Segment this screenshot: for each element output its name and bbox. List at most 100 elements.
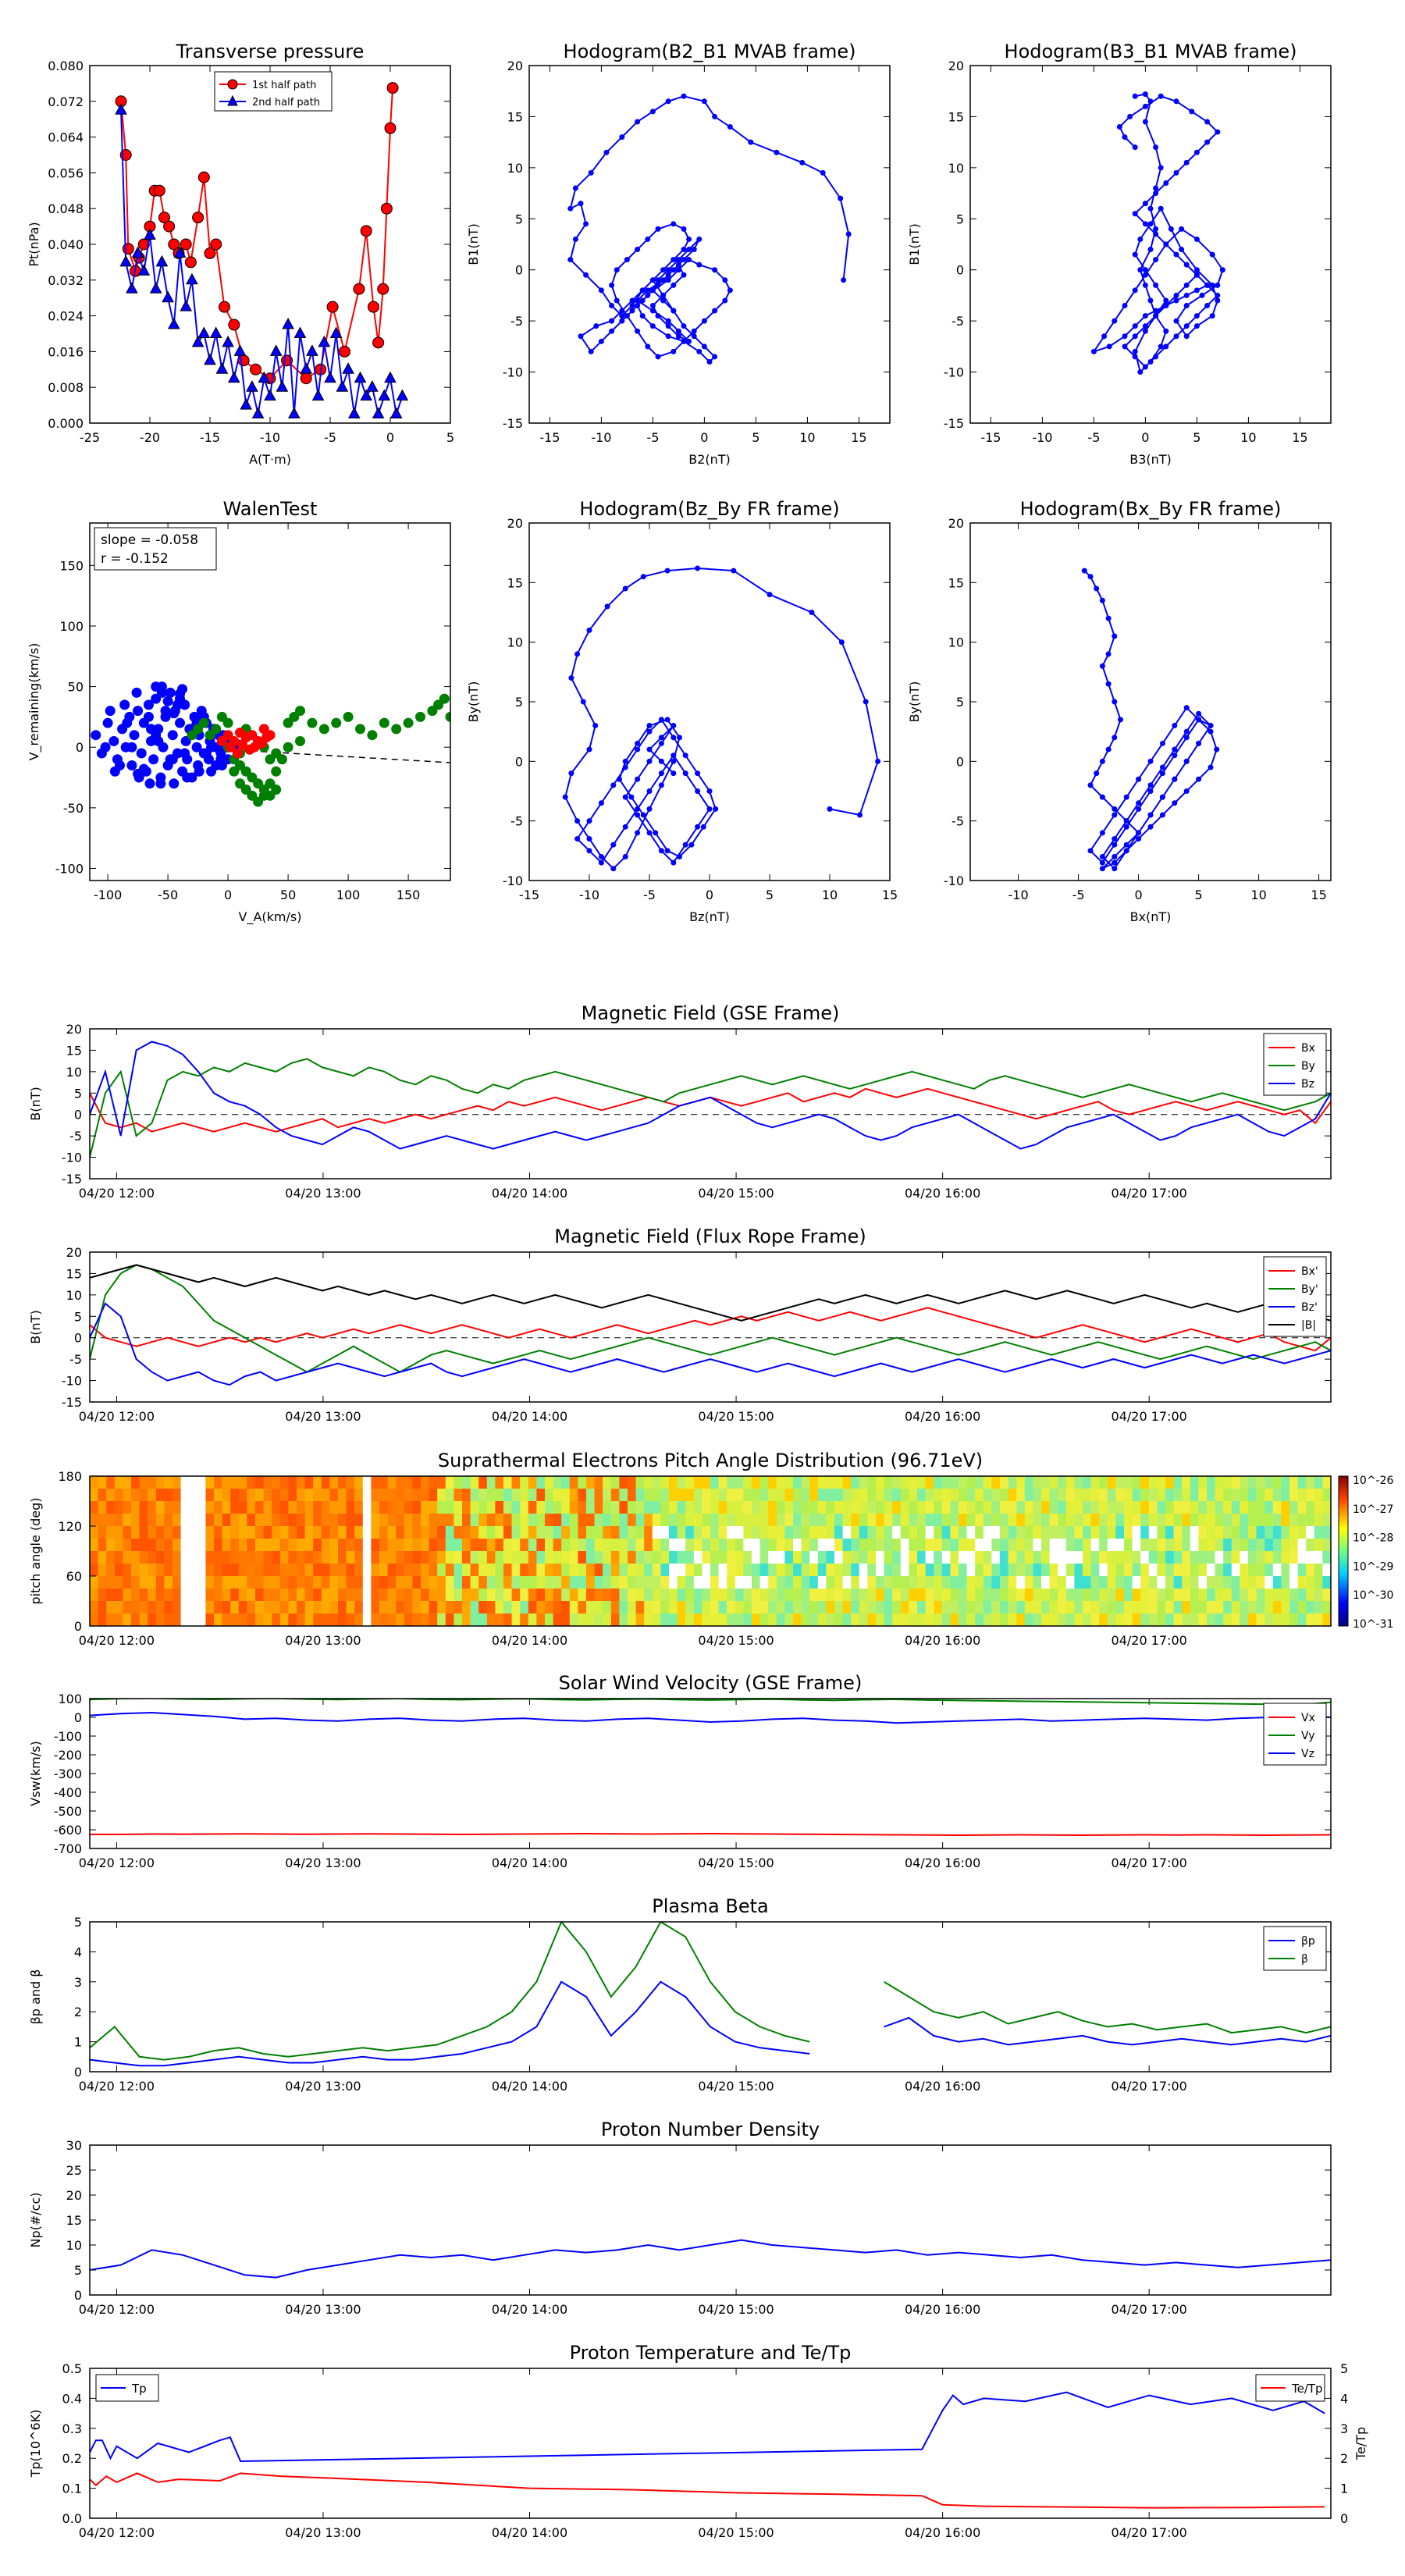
heatmap-cell <box>710 1501 720 1514</box>
data-point <box>403 717 414 728</box>
heatmap-cell <box>462 1476 471 1489</box>
heatmap-cell <box>809 1539 819 1552</box>
heatmap-cell <box>759 1564 769 1577</box>
heatmap-cell <box>693 1601 702 1614</box>
plot-marks <box>1090 91 1225 375</box>
heatmap-cell <box>155 1589 165 1602</box>
heatmap-cell <box>834 1501 844 1514</box>
plot-marks <box>115 82 409 419</box>
plot-area <box>970 66 1331 423</box>
chart-title: Transverse pressure <box>176 41 365 62</box>
heatmap-cell <box>578 1564 587 1577</box>
hodo-bz-by-plot: Hodogram(Bz_By FR frame)Bz(nT)By(nT)-15-… <box>466 498 898 924</box>
y-tick-label: 20 <box>507 516 523 531</box>
data-point <box>622 824 628 830</box>
x-tick-label: 04/20 16:00 <box>905 1186 980 1201</box>
heatmap-cell <box>155 1476 165 1489</box>
heatmap-cell <box>727 1514 736 1527</box>
heatmap-cell <box>1024 1564 1033 1577</box>
data-point <box>1132 211 1138 217</box>
heatmap-cell <box>1000 1589 1009 1602</box>
heatmap-cell <box>685 1514 695 1527</box>
heatmap-cell <box>1215 1551 1224 1564</box>
legend-label: Vx <box>1301 1712 1315 1724</box>
heatmap-cell <box>826 1539 835 1552</box>
heatmap-cell <box>536 1501 546 1514</box>
y-tick-label: 0.016 <box>48 344 84 359</box>
heatmap-cell <box>148 1514 157 1527</box>
heatmap-cell <box>1190 1539 1199 1552</box>
data-point <box>706 358 713 365</box>
heatmap-cell <box>106 1539 116 1552</box>
heatmap-cell <box>139 1514 148 1527</box>
y-right-tick-label: 4 <box>1340 2391 1348 2406</box>
heatmap-cell <box>90 1601 99 1614</box>
heatmap-cell <box>238 1601 247 1614</box>
heatmap-cell <box>470 1489 479 1502</box>
heatmap-cell <box>1090 1539 1100 1552</box>
heatmap-cell <box>876 1614 885 1626</box>
heatmap-cell <box>98 1539 107 1552</box>
data-point <box>686 338 692 344</box>
heatmap-cell <box>511 1564 521 1577</box>
heatmap-cell <box>660 1526 670 1539</box>
heatmap-cell <box>884 1551 893 1564</box>
heatmap-cell <box>272 1501 281 1514</box>
heatmap-cell <box>1272 1601 1282 1614</box>
heatmap-cell <box>222 1564 231 1577</box>
heatmap-cell <box>934 1514 943 1527</box>
heatmap-cell <box>1148 1564 1158 1577</box>
heatmap-cell <box>230 1601 240 1614</box>
data-point <box>109 766 120 777</box>
heatmap-cell <box>1207 1564 1216 1577</box>
heatmap-cell <box>950 1564 959 1577</box>
y-tick-label: 0.048 <box>48 201 84 216</box>
x-tick-label: 5 <box>1195 888 1203 902</box>
heatmap-cell <box>139 1539 148 1552</box>
heatmap-cell <box>793 1501 802 1514</box>
heatmap-cell <box>752 1489 761 1502</box>
y-tick-label: -400 <box>54 1785 82 1800</box>
data-point <box>655 226 661 232</box>
heatmap-cell <box>197 1589 206 1602</box>
x-tick-label: 04/20 17:00 <box>1112 1186 1187 1201</box>
annotation-text: slope = -0.058 <box>101 532 198 548</box>
heatmap-cell <box>1207 1589 1216 1602</box>
heatmap-cell <box>486 1589 496 1602</box>
x-tick-label: 0 <box>224 888 232 902</box>
data-point <box>598 800 604 806</box>
heatmap-cell <box>247 1564 256 1577</box>
heatmap-cell <box>429 1564 438 1577</box>
heatmap-cell <box>180 1476 190 1489</box>
data-point <box>681 247 687 253</box>
heatmap-cell <box>247 1489 256 1502</box>
heatmap-cell <box>892 1551 902 1564</box>
data-point <box>1172 746 1178 753</box>
heatmap-cell <box>155 1526 165 1539</box>
heatmap-cell <box>396 1514 405 1527</box>
heatmap-cell <box>669 1476 678 1489</box>
data-point <box>228 318 240 331</box>
heatmap-cell <box>371 1526 380 1539</box>
heatmap-cell <box>718 1476 727 1489</box>
y-tick-label: 0 <box>74 2288 82 2303</box>
heatmap-cell <box>735 1589 744 1602</box>
heatmap-cell <box>545 1526 554 1539</box>
x-tick-label: 04/20 12:00 <box>79 2525 155 2540</box>
data-point <box>366 380 379 392</box>
heatmap-cell <box>900 1501 909 1514</box>
heatmap-cell <box>1182 1514 1191 1527</box>
heatmap-cell <box>1248 1514 1257 1527</box>
heatmap-cell <box>379 1489 389 1502</box>
series-line <box>884 1980 1331 2034</box>
data-point <box>640 574 646 580</box>
x-tick-label: 04/20 16:00 <box>905 1856 980 1870</box>
heatmap-cell <box>594 1526 603 1539</box>
heatmap-cell <box>718 1526 727 1539</box>
heatmap-cell <box>1065 1489 1075 1502</box>
heatmap-cell <box>941 1526 951 1539</box>
heatmap-cell <box>1281 1501 1290 1514</box>
heatmap-cell <box>445 1489 454 1502</box>
y-tick-label: 0.5 <box>62 2361 82 2376</box>
data-point <box>1147 247 1154 253</box>
